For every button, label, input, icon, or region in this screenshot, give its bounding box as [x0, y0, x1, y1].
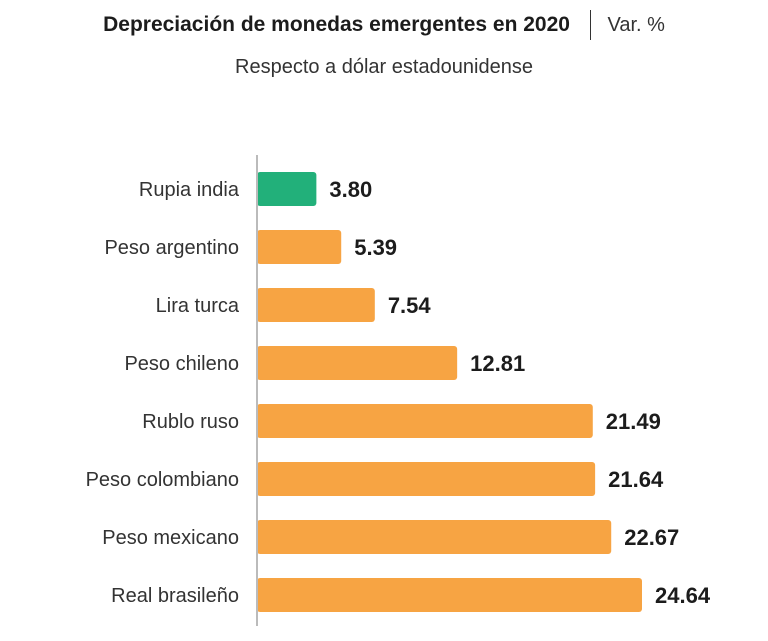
category-label: Peso argentino — [104, 237, 239, 259]
value-label: 12.81 — [470, 351, 525, 376]
value-label: 22.67 — [624, 525, 679, 550]
category-label: Peso colombiano — [86, 469, 239, 491]
value-label: 24.64 — [655, 583, 711, 608]
bar-0 — [257, 172, 317, 206]
category-label: Rublo ruso — [142, 411, 239, 433]
category-label: Lira turca — [156, 295, 240, 317]
bar-7 — [257, 578, 642, 612]
value-label: 21.64 — [608, 467, 664, 492]
category-label: Peso mexicano — [102, 527, 239, 549]
value-label: 5.39 — [354, 235, 397, 260]
chart-title: Depreciación de monedas emergentes en 20… — [103, 13, 570, 36]
bar-5 — [257, 462, 596, 496]
unit-label: Var. % — [607, 13, 665, 36]
bar-1 — [257, 230, 342, 264]
title-separator — [589, 10, 592, 40]
chart-header: Depreciación de monedas emergentes en 20… — [0, 8, 768, 42]
bar-6 — [257, 520, 612, 554]
bar-2 — [257, 288, 375, 322]
bar-3 — [257, 346, 458, 380]
bar-4 — [257, 404, 593, 438]
value-label: 21.49 — [606, 409, 661, 434]
category-label: Real brasileño — [111, 585, 239, 607]
category-label: Peso chileno — [124, 353, 239, 375]
value-label: 7.54 — [388, 293, 432, 318]
category-label: Rupia india — [139, 179, 240, 201]
chart-subtitle: Respecto a dólar estadounidense — [235, 56, 533, 78]
value-label: 3.80 — [329, 177, 372, 202]
